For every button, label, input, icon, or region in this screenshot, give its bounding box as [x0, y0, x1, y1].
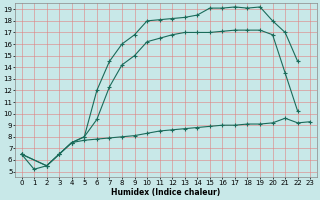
- X-axis label: Humidex (Indice chaleur): Humidex (Indice chaleur): [111, 188, 220, 197]
